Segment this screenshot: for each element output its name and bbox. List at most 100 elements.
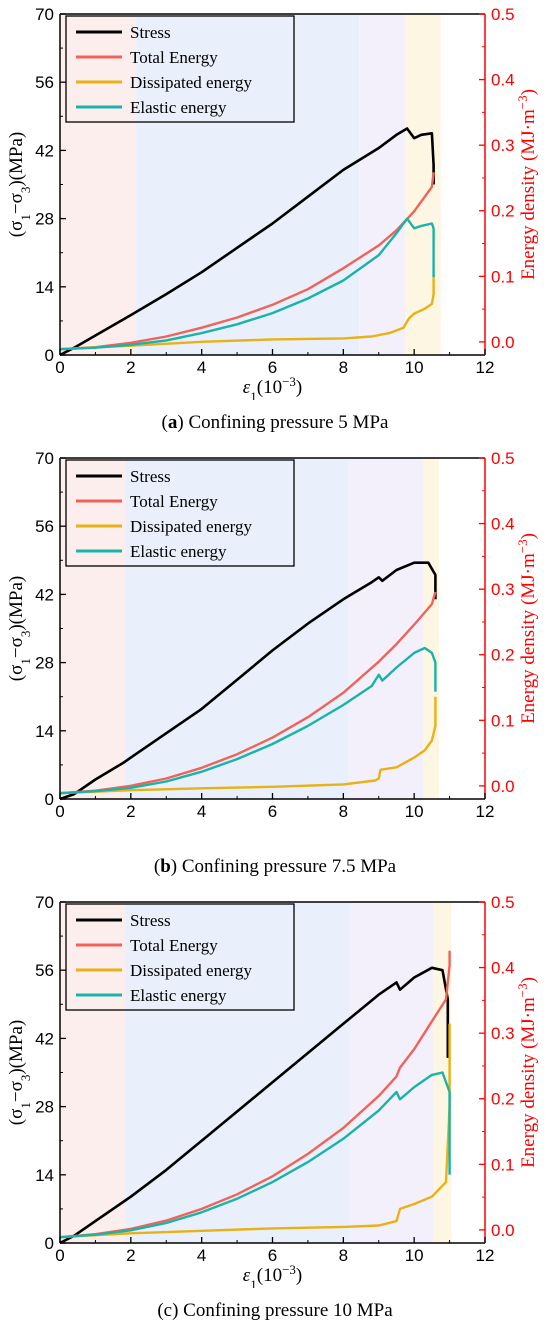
chart-panel-b: 0 2 4 6 8 10 12 0 14 28 42 56 70 0.0 0.1 0.2 0.3 0.4 0.5 (σ… [0,444,550,888]
y-tick-label: 14 [35,278,54,297]
y-tick-label: 70 [35,449,54,468]
legend-box [65,15,295,123]
legend-label: Total Energy [130,492,218,511]
x-tick-label: 2 [126,1246,135,1265]
y-axis-title: (σ1−σ3)(MPa) [6,1020,33,1125]
y-tick-label: 42 [35,141,54,160]
y-tick-label: 56 [35,73,54,92]
legend-label: Total Energy [130,936,218,955]
chart-b: 0 2 4 6 8 10 12 0 14 28 42 56 70 0.0 0.1 0.2 0.3 0.4 0.5 (σ… [6,449,540,821]
y-tick-label: 28 [35,210,54,229]
x-tick-label: 12 [476,802,495,821]
y-right-tick-label: 0.3 [491,1024,515,1043]
x-tick-label: 10 [405,802,424,821]
series-stress [59,561,437,801]
legend-label: Elastic energy [130,986,227,1005]
y-right-axis-title: Energy density (MJ·m−3) [515,533,540,724]
x-tick-label: 10 [405,358,424,377]
legend-label: Dissipated energy [130,961,252,980]
chart-panel-a: 0 2 4 6 8 10 12 0 14 28 42 56 70 0.0 0.1 0.2 0.3 0.4 0.5 ε1… [0,0,550,444]
stage-zone-3 [359,14,406,355]
x-tick-label: 4 [197,1246,206,1265]
y-tick-label: 0 [45,790,54,809]
series-dissipated-energy [59,696,437,795]
caption-a: (a) Confining pressure 5 MPa [161,412,389,433]
y-tick-label: 56 [35,517,54,536]
y-tick-label: 56 [35,961,54,980]
x-tick-label: 8 [339,358,348,377]
y-tick-label: 70 [35,5,54,24]
caption-b: (b) Confining pressure 7.5 MPa [153,856,397,877]
y-tick-label: 42 [35,1029,54,1048]
y-tick-label: 0 [45,1234,54,1253]
y-tick-label: 28 [35,1098,54,1117]
x-tick-label: 12 [476,358,495,377]
x-tick-label: 4 [197,802,206,821]
y-right-tick-label: 0.4 [491,71,515,90]
legend-label: Stress [130,911,171,930]
x-tick-label: 0 [55,358,64,377]
legend-label: Dissipated energy [130,73,252,92]
x-tick-label: 6 [268,1246,277,1265]
stage-zone-1 [60,902,126,1243]
y-right-tick-label: 0.1 [491,711,515,730]
y-right-tick-label: 0.3 [491,580,515,599]
legend-label: Elastic energy [130,98,227,117]
chart-a: 0 2 4 6 8 10 12 0 14 28 42 56 70 0.0 0.1 0.2 0.3 0.4 0.5 ε1… [6,5,540,401]
y-tick-label: 0 [45,346,54,365]
x-tick-label: 2 [126,802,135,821]
x-tick-label: 2 [126,358,135,377]
y-right-tick-label: 0.0 [491,333,515,352]
x-axis-title: ε1(10−3) [243,374,303,401]
legend-label: Dissipated energy [130,517,252,536]
stage-zone-4 [405,14,441,355]
series-dissipated-energy [59,277,435,351]
legend-box [65,459,295,567]
stage-zone-3 [350,902,434,1243]
x-axis-title: ε1(10−3) [243,1262,303,1289]
y-tick-label: 14 [35,722,54,741]
x-tick-label: 8 [339,1246,348,1265]
y-right-tick-label: 0.2 [491,202,515,221]
series-elastic-energy [59,646,437,795]
y-tick-label: 14 [35,1166,54,1185]
series-total-energy [59,950,451,1239]
y-tick-label: 28 [35,654,54,673]
x-tick-label: 4 [197,358,206,377]
x-tick-label: 6 [268,358,277,377]
series-total-energy [59,591,437,795]
stage-zone-1 [60,458,126,799]
stage-zone-2 [125,902,351,1243]
series-total-energy [59,172,435,351]
y-right-axis-title: Energy density (MJ·m−3) [515,89,540,280]
stage-zone-2 [125,458,349,799]
y-right-tick-label: 0.1 [491,267,515,286]
legend-label: Stress [130,23,171,42]
stage-zone-1 [60,14,137,355]
series-stress [59,966,450,1245]
chart-panel-c: 0 2 4 6 8 10 12 0 14 28 42 56 70 0.0 0.1 0.2 0.3 0.4 0.5 ε1… [0,888,550,1332]
y-right-tick-label: 0.5 [491,449,515,468]
y-right-tick-label: 0.4 [491,515,515,534]
legend-box [65,903,295,1011]
x-tick-label: 0 [55,802,64,821]
y-tick-label: 70 [35,893,54,912]
y-right-tick-label: 0.5 [491,893,515,912]
caption-c: (c) Confining pressure 10 MPa [157,1300,393,1321]
series-elastic-energy [59,1071,451,1239]
x-tick-label: 8 [339,802,348,821]
y-right-tick-label: 0.1 [491,1155,515,1174]
legend-label: Stress [130,467,171,486]
x-tick-label: 12 [476,1246,495,1265]
series-stress [59,127,435,357]
y-axis-title: (σ1−σ3)(MPa) [6,576,33,681]
y-tick-label: 42 [35,585,54,604]
series-elastic-energy [59,217,435,351]
y-right-tick-label: 0.2 [491,1090,515,1109]
x-tick-label: 0 [55,1246,64,1265]
y-right-tick-label: 0.5 [491,5,515,24]
chart-c: 0 2 4 6 8 10 12 0 14 28 42 56 70 0.0 0.1 0.2 0.3 0.4 0.5 ε1… [6,893,539,1289]
y-right-tick-label: 0.0 [491,777,515,796]
series-dissipated-energy [59,1023,451,1239]
x-tick-label: 10 [405,1246,424,1265]
